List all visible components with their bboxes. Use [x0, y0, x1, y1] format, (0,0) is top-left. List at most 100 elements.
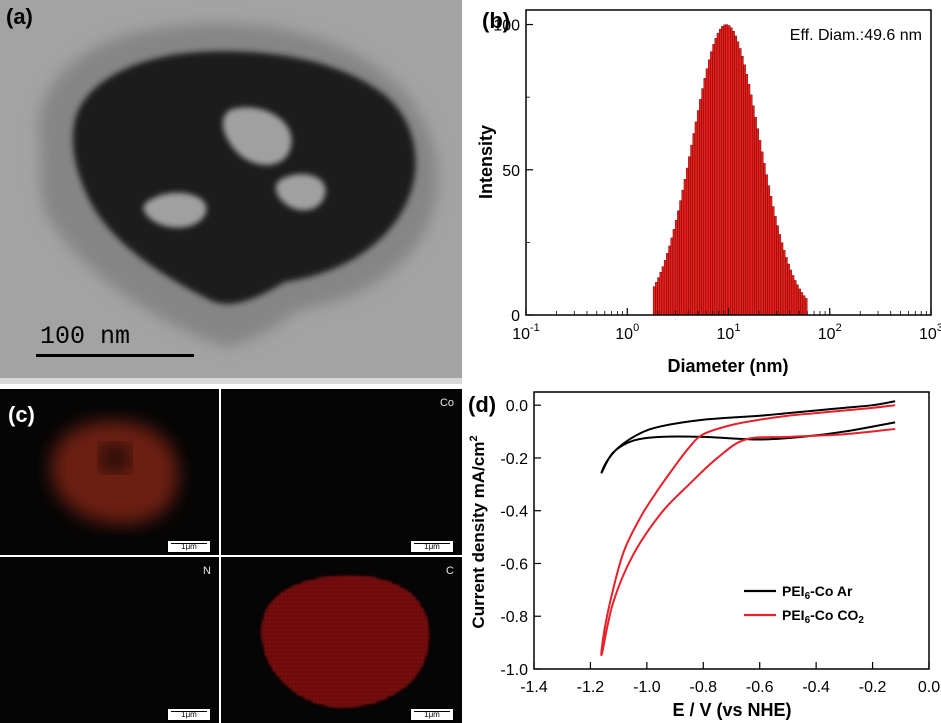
histogram-bar [690, 144, 693, 316]
histogram-bar [668, 245, 671, 316]
histogram-bar [749, 94, 753, 316]
histogram-bar [701, 88, 704, 316]
y-tick-label: -0.2 [500, 451, 528, 468]
histogram-bar [789, 269, 793, 316]
histogram-bar [652, 286, 656, 316]
series-lines [600, 400, 896, 657]
tem-image-panel: (a) 100 nm [0, 0, 462, 384]
legend-label: PEI6-Co CO2 [782, 607, 864, 626]
histogram-bar [796, 284, 799, 316]
histogram-bar [771, 206, 775, 316]
x-axis-title: E / V (vs NHE) [672, 700, 791, 720]
carbon-map-image [261, 574, 430, 708]
histogram-bar [782, 250, 786, 316]
histogram-bar [679, 200, 682, 316]
histogram-bar [655, 282, 658, 316]
y-tick-label: -1.0 [500, 662, 528, 679]
legend-label: PEI6-Co Ar [782, 583, 853, 602]
tem-micrograph [0, 0, 462, 384]
histogram-bar [765, 174, 768, 316]
elemental-mapping-panel: 1μm Co 1μm N 1μm C 1μm (c) [0, 384, 462, 723]
histogram-bar [696, 110, 700, 316]
histogram-bar [741, 56, 744, 316]
histogram-bar [745, 74, 749, 316]
x-tick-label: -0.8 [689, 679, 717, 696]
panel-a-label: (a) [6, 4, 33, 29]
histogram-bar [670, 237, 674, 316]
histogram-bar [800, 292, 804, 316]
histogram-bar [738, 48, 742, 316]
histogram-bar [694, 121, 698, 316]
histogram-bar [734, 35, 738, 316]
chart-cyclic-voltammetry: -1.4 -1.2 -1.0 -0.8 -0.6 -0.4 -0.2 0.0 0.0 -0.2 -0… [468, 391, 940, 720]
x-tick-label: 103 [919, 322, 941, 343]
histogram-bar [747, 84, 751, 316]
histogram-bar [791, 275, 795, 316]
histogram-bar [666, 253, 669, 316]
histogram-bar [778, 234, 782, 316]
x-tick-label: -1.4 [520, 679, 548, 696]
x-tick-label: 10-1 [512, 322, 540, 343]
annotation-eff-diameter: Eff. Diam.:49.6 nm [790, 27, 922, 44]
histogram-bar [677, 210, 680, 316]
x-axis-title: Diameter (nm) [667, 356, 788, 376]
histogram-bar [725, 24, 729, 316]
histogram-bar [776, 225, 779, 316]
histogram-bar [681, 189, 685, 316]
y-tick-label: -0.8 [500, 609, 528, 626]
histogram-bar [688, 156, 691, 316]
x-tick-label: 100 [615, 322, 639, 343]
y-axis-title: Current density mA/cm2 [468, 435, 488, 628]
x-tick-label: -0.4 [802, 679, 830, 696]
histogram-bar [767, 185, 771, 316]
x-tick-label: -0.2 [859, 679, 887, 696]
map-tag-n: N [203, 565, 211, 577]
histogram-bar [663, 260, 667, 316]
scale-bar-label: 100 nm [40, 322, 131, 351]
histogram-bar [707, 59, 711, 316]
map-n: N 1μm [0, 557, 219, 723]
histogram-bar [774, 216, 777, 316]
histogram-bar [732, 31, 735, 316]
histogram-bar [758, 140, 762, 316]
histogram-bar [659, 272, 663, 316]
map-scale-bar: 1μm [167, 708, 211, 721]
x-tick-label: -0.6 [746, 679, 774, 696]
histogram-bar [756, 128, 760, 316]
overlay-map-image [51, 420, 179, 525]
panel-b-label: (b) [482, 8, 510, 33]
histogram-bar [710, 51, 713, 316]
histogram-bar [780, 242, 784, 316]
histogram-bar [657, 277, 660, 316]
histogram-bar [716, 32, 720, 316]
histogram-bar [787, 263, 790, 316]
map-tag-c: C [446, 565, 454, 577]
histogram-bar [692, 133, 696, 316]
y-tick-label: 0.0 [506, 398, 528, 415]
histogram-bar [703, 78, 707, 316]
histogram-bar [754, 116, 757, 316]
histogram-bar [712, 44, 715, 316]
y-axis-title: Intensity [476, 125, 496, 199]
histogram-bar [718, 28, 722, 316]
histogram-bar [763, 163, 766, 316]
histogram-bar [769, 196, 773, 316]
y-tick-label: 50 [502, 163, 520, 180]
histogram-bar [714, 37, 718, 316]
x-tick-label: 0.0 [918, 679, 940, 696]
histogram-bar [685, 167, 689, 316]
map-overlay: 1μm [0, 389, 219, 555]
axis-ticks: -1.4 -1.2 -1.0 -0.8 -0.6 -0.4 -0.2 0.0 0.0 -0.2 -0… [500, 398, 940, 696]
map-scale-bar: 1μm [410, 540, 454, 553]
y-tick-label: -0.6 [500, 556, 528, 573]
x-tick-label: -1.2 [577, 679, 605, 696]
axis-ticks: 10-1 100 101 102 103 0 50 100 [493, 18, 941, 343]
legend: PEI6-Co Ar PEI6-Co CO2 [744, 583, 864, 626]
chart-size-distribution: 10-1 100 101 102 103 0 50 100 (b) Eff. Diam.:49… [476, 8, 941, 376]
histogram-bar [802, 295, 806, 316]
histogram-bar [699, 99, 702, 316]
x-tick-label: 102 [818, 322, 842, 343]
map-c: C 1μm [221, 557, 462, 723]
x-tick-label: -1.0 [633, 679, 661, 696]
series-line-1 [600, 404, 896, 657]
